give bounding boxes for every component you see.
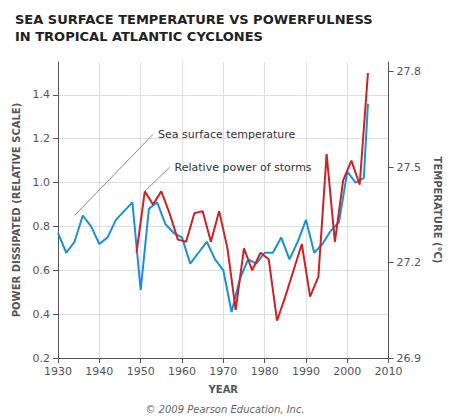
svg-text:27.8: 27.8 bbox=[397, 65, 422, 78]
svg-text:0.6: 0.6 bbox=[33, 264, 51, 277]
svg-text:1.0: 1.0 bbox=[33, 176, 51, 189]
svg-text:TEMPERATURE (°C): TEMPERATURE (°C) bbox=[432, 157, 443, 264]
svg-text:26.9: 26.9 bbox=[397, 352, 422, 365]
svg-text:1940: 1940 bbox=[85, 365, 113, 378]
svg-text:1950: 1950 bbox=[127, 365, 155, 378]
svg-text:0.2: 0.2 bbox=[33, 352, 51, 365]
svg-text:2010: 2010 bbox=[375, 365, 403, 378]
svg-text:POWER DISSIPATED (RELATIVE SCA: POWER DISSIPATED (RELATIVE SCALE) bbox=[11, 103, 22, 317]
svg-text:1.2: 1.2 bbox=[33, 132, 51, 145]
svg-text:27.5: 27.5 bbox=[397, 161, 422, 174]
svg-text:2000: 2000 bbox=[333, 365, 361, 378]
svg-text:YEAR: YEAR bbox=[208, 384, 239, 395]
svg-text:1990: 1990 bbox=[292, 365, 320, 378]
svg-text:SEA SURFACE TEMPERATURE VS POW: SEA SURFACE TEMPERATURE VS POWERFULNESS bbox=[15, 12, 373, 27]
svg-text:© 2009 Pearson Education, Inc.: © 2009 Pearson Education, Inc. bbox=[145, 404, 304, 415]
svg-text:0.4: 0.4 bbox=[33, 308, 51, 321]
svg-text:1930: 1930 bbox=[44, 365, 72, 378]
svg-text:1960: 1960 bbox=[168, 365, 196, 378]
svg-text:1970: 1970 bbox=[209, 365, 237, 378]
svg-text:1980: 1980 bbox=[251, 365, 279, 378]
svg-text:Sea surface temperature: Sea surface temperature bbox=[158, 128, 296, 141]
svg-text:1.4: 1.4 bbox=[33, 88, 51, 101]
svg-text:0.8: 0.8 bbox=[33, 220, 51, 233]
svg-text:27.2: 27.2 bbox=[397, 256, 422, 269]
svg-text:Relative power of storms: Relative power of storms bbox=[175, 161, 312, 174]
svg-text:IN TROPICAL ATLANTIC CYCLONES: IN TROPICAL ATLANTIC CYCLONES bbox=[15, 29, 263, 44]
